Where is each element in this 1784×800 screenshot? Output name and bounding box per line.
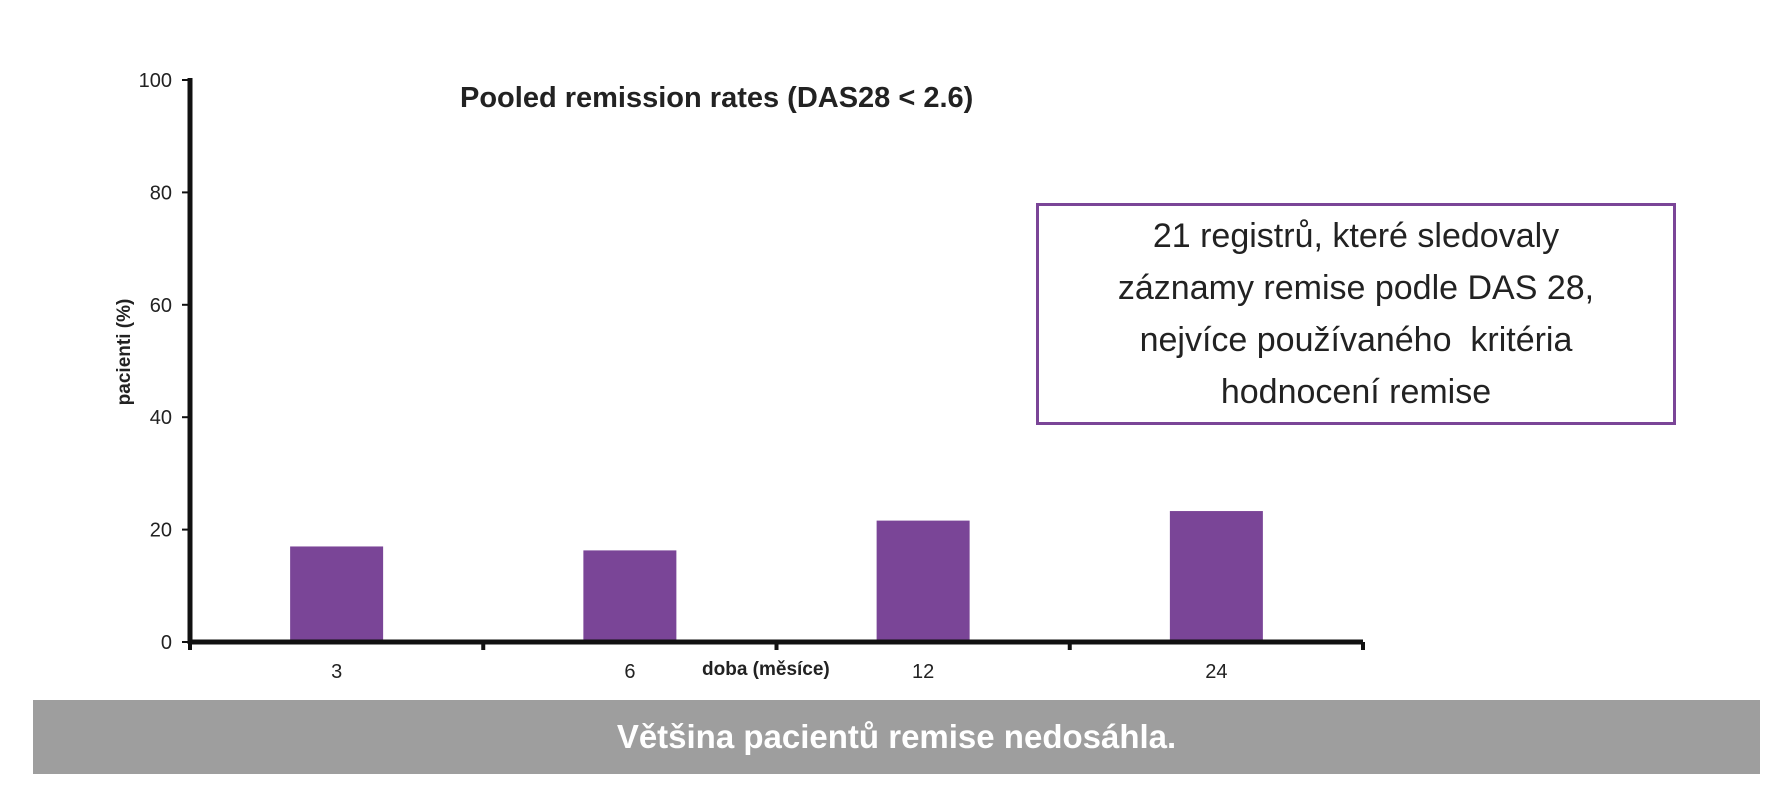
conclusion-banner: Většina pacientů remise nedosáhla. bbox=[33, 700, 1760, 774]
bar-3 bbox=[290, 546, 384, 642]
y-tick-label: 40 bbox=[150, 407, 172, 429]
note-line: nejvíce používaného kritéria bbox=[1139, 321, 1573, 359]
y-tick-label: 60 bbox=[150, 295, 172, 317]
note-line: hodnocení remise bbox=[1220, 373, 1492, 411]
x-axis-ticks: 3 6 12 24 bbox=[188, 642, 1365, 683]
conclusion-text: Většina pacientů remise nedosáhla. bbox=[616, 718, 1177, 755]
y-tick-label: 80 bbox=[150, 182, 172, 204]
y-axis-ticks: 0 20 40 60 80 100 bbox=[139, 70, 190, 654]
bar-24 bbox=[1169, 511, 1263, 642]
y-tick-label: 0 bbox=[161, 632, 172, 654]
x-tick-label: 6 bbox=[624, 661, 635, 683]
bar-6 bbox=[583, 550, 677, 642]
x-tick-label: 24 bbox=[1205, 661, 1227, 683]
chart-title: Pooled remission rates (DAS28 < 2.6) bbox=[460, 82, 973, 114]
x-axis-title: doba (měsíce) bbox=[702, 659, 830, 680]
x-tick-label: 12 bbox=[912, 661, 934, 683]
registry-note-box: 21 registrů, které sledovaly záznamy rem… bbox=[1036, 203, 1676, 425]
y-axis-title: pacienti (%) bbox=[114, 299, 135, 406]
y-tick-label: 100 bbox=[139, 70, 172, 92]
bar-12 bbox=[876, 520, 970, 642]
note-line: záznamy remise podle DAS 28, bbox=[1117, 269, 1595, 307]
bar-series bbox=[290, 511, 1263, 642]
y-tick-label: 20 bbox=[150, 520, 172, 542]
x-tick-label: 3 bbox=[331, 661, 342, 683]
note-line: 21 registrů, které sledovaly bbox=[1152, 217, 1560, 255]
